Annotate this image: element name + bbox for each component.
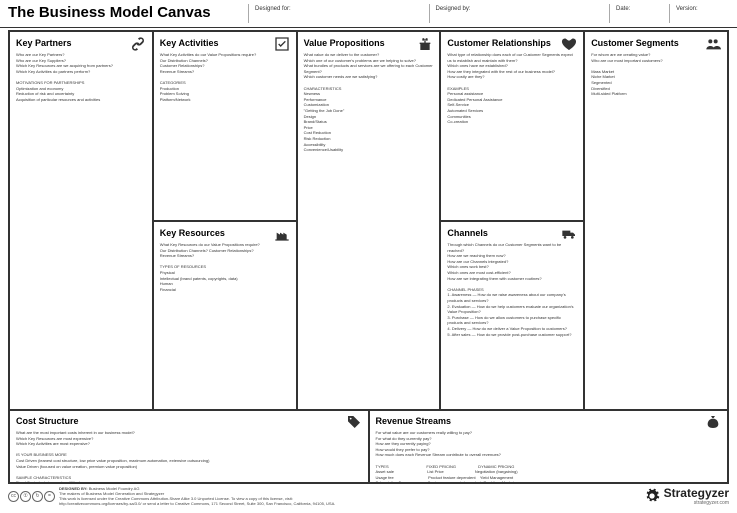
cell-title: Key Partners: [16, 38, 146, 48]
cell-body: What Key Resources do our Value Proposit…: [160, 242, 290, 292]
cell-body: What value do we deliver to the customer…: [304, 52, 434, 153]
cell-title: Cost Structure: [16, 416, 362, 426]
tag-icon: [346, 414, 362, 430]
gear-icon: [644, 488, 660, 504]
gift-icon: [417, 36, 433, 52]
cell-title: Revenue Streams: [376, 416, 722, 426]
cell-title: Value Propositions: [304, 38, 434, 48]
header-date: Date:: [609, 4, 669, 23]
cell-customer-segments: Customer Segments For whom are we creati…: [584, 31, 728, 411]
cell-title: Customer Relationships: [447, 38, 577, 48]
cc-badges: cc ① ↻ =: [8, 491, 55, 502]
cell-channels: Channels Through which Channels do our C…: [440, 221, 584, 411]
cell-value-propositions: Value Propositions What value do we deli…: [297, 31, 441, 411]
brand-url: strategyzer.com: [664, 500, 729, 506]
nd-icon: =: [44, 491, 55, 502]
brand-name: Strategyzer: [664, 486, 729, 500]
canvas-title: The Business Model Canvas: [8, 4, 248, 23]
footer-right: Strategyzer strategyzer.com: [644, 486, 729, 506]
sa-icon: ↻: [32, 491, 43, 502]
footer-credit: DESIGNED BY: Business Model Foundry AG T…: [59, 486, 335, 506]
cell-cost-structure: Cost Structure What are the most importa…: [9, 410, 369, 483]
heart-icon: [561, 36, 577, 52]
canvas-footer: cc ① ↻ = DESIGNED BY: Business Model Fou…: [0, 484, 737, 508]
cell-title: Customer Segments: [591, 38, 721, 48]
cell-body: What Key Activities do our Value Proposi…: [160, 52, 290, 102]
cell-title: Key Activities: [160, 38, 290, 48]
by-icon: ①: [20, 491, 31, 502]
cell-key-partners: Key Partners Who are our Key Partners? W…: [9, 31, 153, 411]
header-version: Version:: [669, 4, 729, 23]
cell-body: For what value are our customers really …: [376, 430, 722, 483]
cell-body: What type of relationship does each of o…: [447, 52, 577, 125]
cell-title: Key Resources: [160, 228, 290, 238]
people-icon: [705, 36, 721, 52]
cell-key-activities: Key Activities What Key Activities do ou…: [153, 31, 297, 221]
truck-icon: [561, 226, 577, 242]
checkbox-icon: [274, 36, 290, 52]
canvas-grid: Key Partners Who are our Key Partners? W…: [8, 30, 729, 410]
footer-left: cc ① ↻ = DESIGNED BY: Business Model Fou…: [8, 486, 335, 506]
cell-body: For whom are we creating value? Who are …: [591, 52, 721, 97]
cell-body: Through which Channels do our Customer S…: [447, 242, 577, 337]
cell-body: Who are our Key Partners? Who are our Ke…: [16, 52, 146, 102]
link-icon: [130, 36, 146, 52]
header-designed-for: Designed for:: [248, 4, 429, 23]
moneybag-icon: [705, 414, 721, 430]
header-designed-by: Designed by:: [429, 4, 610, 23]
cell-customer-relationships: Customer Relationships What type of rela…: [440, 31, 584, 221]
cell-revenue-streams: Revenue Streams For what value are our c…: [369, 410, 729, 483]
canvas-bottom-row: Cost Structure What are the most importa…: [8, 410, 729, 484]
cell-key-resources: Key Resources What Key Resources do our …: [153, 221, 297, 411]
factory-icon: [274, 226, 290, 242]
canvas-header: The Business Model Canvas Designed for: …: [0, 0, 737, 28]
cc-icon: cc: [8, 491, 19, 502]
cell-title: Channels: [447, 228, 577, 238]
cell-body: What are the most important costs inhere…: [16, 430, 362, 483]
